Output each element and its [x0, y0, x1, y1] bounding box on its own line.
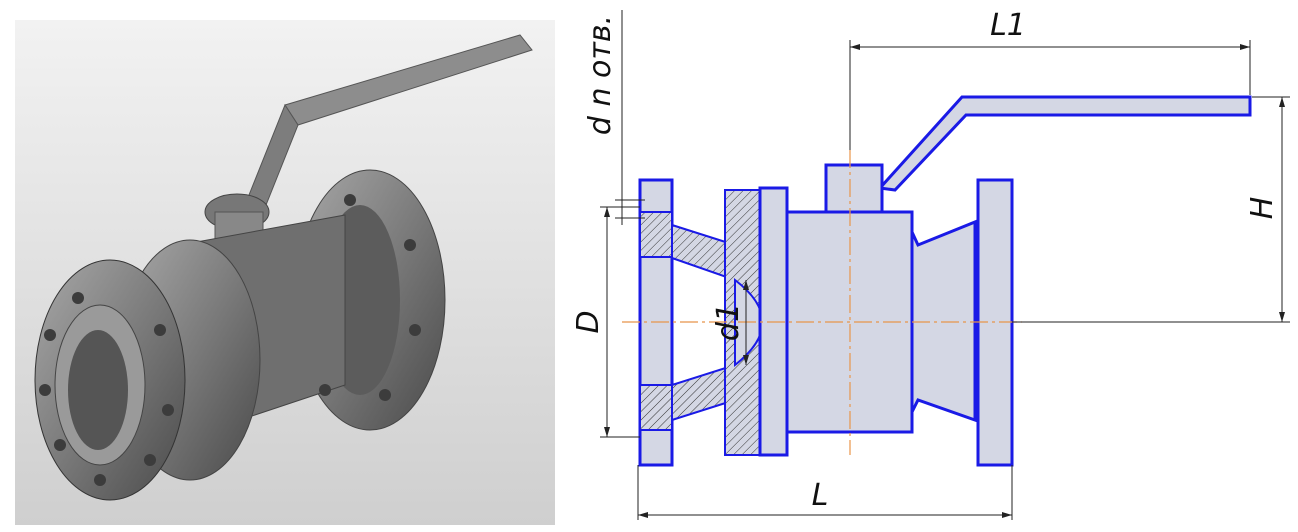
dim-label: L1 — [990, 8, 1026, 43]
render-3d — [15, 20, 555, 525]
drawing-2d — [600, 10, 1290, 520]
dim-label: D — [571, 310, 606, 333]
dim-label: d1 — [711, 303, 746, 341]
dim-label: d n отв. — [583, 15, 618, 135]
dim-label: L — [812, 478, 829, 513]
dim-label: H — [1245, 197, 1280, 220]
